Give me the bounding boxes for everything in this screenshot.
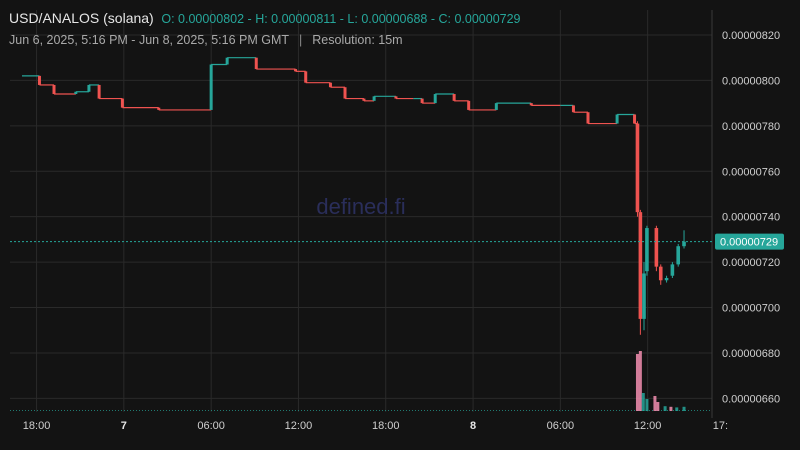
time-tick-label: 06:00 — [197, 420, 225, 432]
candle-body — [571, 105, 575, 113]
price-tick-label: 0.00000760 — [722, 166, 780, 178]
separator: | — [299, 33, 303, 47]
volume-bar — [656, 402, 660, 411]
candlesticks — [22, 57, 686, 335]
volume-bar — [682, 406, 686, 411]
high-value: 0.00000811 — [271, 12, 337, 26]
candle-body — [642, 273, 646, 319]
candle-body — [87, 84, 91, 92]
close-label: C: — [438, 12, 451, 26]
volume-bar — [638, 351, 642, 411]
price-tick-label: 0.00000720 — [722, 257, 780, 269]
candle-body — [52, 84, 56, 95]
candle-body — [645, 228, 649, 272]
price-tick-label: 0.00000660 — [722, 393, 780, 405]
candle-body — [654, 228, 659, 267]
candle-body — [586, 112, 590, 124]
candle-body — [209, 64, 213, 110]
volume-bar — [675, 407, 679, 411]
candle-body — [328, 82, 332, 88]
volume-bar — [663, 406, 667, 411]
resolution: Resolution: 15m — [312, 33, 403, 47]
last-price-badge: 0.00000729 — [715, 233, 784, 250]
candle-body — [225, 57, 229, 65]
candle-body — [372, 96, 376, 101]
time-tick-label: 12:00 — [285, 420, 313, 432]
price-tick-label: 0.00000780 — [722, 121, 780, 133]
high-label: H: — [255, 12, 268, 26]
price-tick-label: 0.00000800 — [722, 75, 780, 87]
candle-body — [658, 266, 663, 281]
candle-body — [74, 91, 78, 95]
time-tick-label: 17: — [713, 420, 728, 432]
candle-body — [294, 69, 298, 72]
low-value: 0.00000688 — [361, 12, 428, 26]
candle-body — [120, 98, 124, 108]
price-tick-label: 0.00000700 — [722, 303, 780, 315]
time-tick-label: 18:00 — [372, 420, 400, 432]
volume-bar — [635, 354, 639, 411]
candle-body — [633, 114, 637, 124]
candle-body — [97, 84, 101, 99]
chart-header: USD/ANALOS (solana) O: 0.00000802 - H: 0… — [9, 10, 521, 26]
candle-body — [433, 94, 437, 104]
chart-subheader: Jun 6, 2025, 5:16 PM - Jun 8, 2025, 5:16… — [9, 33, 403, 47]
candle-body — [304, 71, 308, 83]
volume-bar — [653, 396, 657, 411]
time-tick-label: 06:00 — [547, 420, 575, 432]
price-tick-label: 0.00000820 — [722, 30, 780, 42]
candle-body — [343, 87, 347, 99]
candle-body — [682, 241, 686, 247]
candle-body — [394, 96, 398, 99]
close-value: 0.00000729 — [454, 12, 521, 26]
candle-body — [638, 212, 643, 319]
price-tick-label: 0.00000680 — [722, 348, 780, 360]
candle-body — [420, 98, 424, 104]
candle-body — [452, 94, 456, 101]
candle-body — [37, 75, 41, 85]
volume-bars — [10, 351, 710, 411]
candle-body — [676, 246, 681, 265]
candle-body — [615, 114, 619, 124]
candle-body — [670, 264, 675, 276]
time-tick-label: 7 — [121, 420, 127, 432]
volume-bar — [645, 399, 649, 411]
date-range: Jun 6, 2025, 5:16 PM - Jun 8, 2025, 5:16… — [9, 33, 290, 47]
open-label: O: — [161, 12, 175, 26]
time-tick-label: 8 — [470, 420, 476, 432]
volume-bar — [669, 406, 673, 411]
pair-title: USD/ANALOS (solana) — [9, 10, 154, 26]
low-label: L: — [347, 12, 358, 26]
last-price-label: 0.00000729 — [720, 237, 778, 249]
time-axis[interactable]: 18:00 7 06:00 12:00 18:00 8 06:00 12:00 17: — [23, 420, 728, 432]
watermark: defined.fi — [316, 194, 405, 219]
volume-bar — [641, 393, 645, 411]
candle-body — [254, 57, 258, 70]
candle-body — [362, 98, 366, 101]
candle-body — [494, 103, 498, 110]
price-axis[interactable]: 0.00000820 0.00000800 0.00000780 0.00000760… — [722, 30, 780, 405]
candle-body — [467, 100, 471, 110]
candle-body — [529, 103, 533, 106]
time-tick-label: 18:00 — [23, 420, 51, 432]
price-tick-label: 0.00000740 — [722, 212, 780, 224]
time-tick-label: 12:00 — [634, 420, 662, 432]
candle-body — [157, 107, 161, 110]
candle-body — [664, 278, 669, 281]
candle-body — [635, 123, 640, 213]
ohlc-readout: O: 0.00000802 - H: 0.00000811 - L: 0.000… — [161, 12, 521, 26]
open-value: 0.00000802 — [178, 12, 245, 26]
